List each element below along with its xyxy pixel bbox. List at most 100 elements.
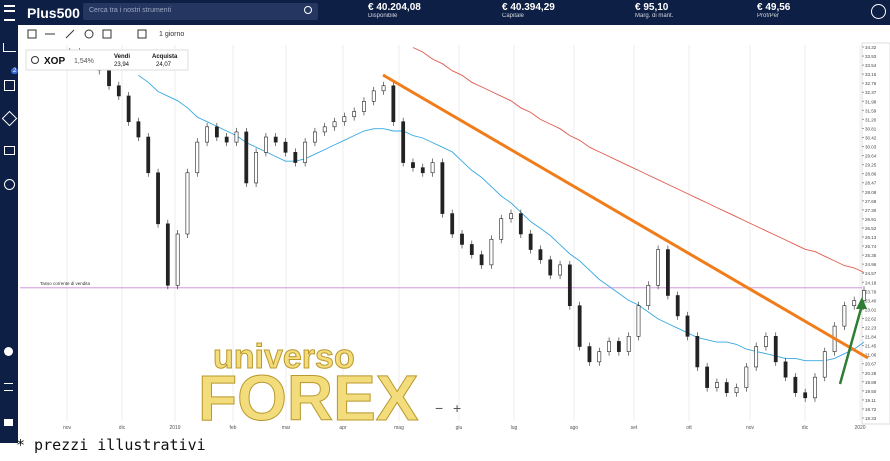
candle: [715, 382, 719, 388]
y-tick-label: 30.81: [865, 126, 877, 131]
change: 1,54%: [74, 58, 94, 65]
candle: [322, 126, 327, 133]
nav-icon[interactable]: [4, 179, 15, 190]
zoom-in[interactable]: +: [453, 400, 461, 416]
x-tick-label: dic: [802, 425, 809, 431]
sell-label[interactable]: Vendi: [114, 54, 130, 60]
arrow: [838, 304, 864, 385]
candle: [185, 172, 190, 235]
interval[interactable]: 1 giorno: [159, 31, 184, 38]
candle: [626, 336, 631, 352]
drawings: [382, 73, 869, 385]
candle: [460, 233, 464, 245]
nav-icon[interactable]: [4, 80, 15, 91]
tool[interactable]: [84, 29, 94, 39]
sell-price[interactable]: 23,94: [114, 62, 130, 68]
candle: [214, 126, 219, 138]
current-rate-label: Tasso corrente di vendita: [40, 281, 91, 286]
candle: [685, 315, 690, 337]
candle: [136, 121, 141, 138]
y-tick-label: 24.18: [865, 280, 877, 285]
candle: [783, 361, 788, 378]
stat-label: Marg. di mant.: [635, 13, 674, 19]
menu[interactable]: [4, 5, 15, 21]
tool[interactable]: [137, 29, 147, 39]
y-tick-label: 18.72: [865, 407, 877, 412]
info-icon[interactable]: [31, 56, 39, 64]
candle: [440, 162, 445, 214]
nav-icon[interactable]: [1, 110, 18, 127]
x-tick-label: nov: [746, 425, 755, 431]
stat-value: € 49,56: [757, 2, 791, 13]
watermark-text: FOREX: [198, 362, 419, 434]
candle: [646, 284, 651, 307]
y-tick-label: 20.67: [865, 362, 877, 367]
y-tick-label: 26.13: [865, 235, 877, 240]
candle: [773, 336, 778, 363]
chat[interactable]: [4, 419, 13, 426]
y-tick-label: 28.86: [865, 172, 877, 177]
zoom-out[interactable]: −: [435, 400, 443, 416]
y-tick-label: 21.84: [865, 335, 877, 340]
x-tick-label: 2019: [169, 425, 180, 431]
x-tick-label: ott: [686, 425, 692, 431]
candle: [744, 366, 749, 388]
candle: [842, 305, 847, 327]
candle: [862, 290, 866, 301]
y-tick-label: 24.96: [865, 262, 877, 267]
nav-chart[interactable]: [3, 43, 16, 52]
candle: [420, 167, 425, 174]
nav-icon[interactable]: [4, 146, 15, 155]
arrowhead: [856, 297, 867, 309]
y-tick-label: 22.23: [865, 326, 877, 331]
x-tick-label: mag: [394, 425, 404, 431]
candle: [175, 233, 180, 286]
tool[interactable]: [102, 29, 112, 39]
search[interactable]: Cerca tra i nostri strumenti: [83, 3, 318, 20]
watermark: universo FOREX: [198, 338, 420, 435]
y-tick-label: 18.33: [865, 416, 877, 421]
y-tick-label: 30.03: [865, 145, 877, 150]
candle: [754, 346, 759, 368]
buy-price[interactable]: 24,07: [156, 62, 172, 68]
candle: [636, 305, 641, 337]
candle: [548, 259, 553, 276]
y-tick-label: 23.01: [865, 307, 877, 312]
y-tick-label: 21.06: [865, 353, 877, 358]
y-tick-label: 22.62: [865, 316, 877, 321]
chart: 1 giorno nov dic 2019 feb mar apr mag giu lug ago…: [20, 29, 890, 435]
x-tick-label: nov: [63, 425, 72, 431]
stat: € 95,10 Marg. di mant.: [635, 2, 673, 19]
candle: [597, 351, 602, 363]
symbol: XOP: [44, 56, 65, 67]
theme-toggle[interactable]: [4, 347, 13, 356]
candle: [587, 346, 592, 363]
candle: [411, 162, 415, 168]
x-tick-label: lug: [511, 425, 518, 431]
candle: [705, 366, 710, 388]
tool[interactable]: [27, 29, 37, 39]
tool[interactable]: [65, 29, 75, 39]
candle: [146, 136, 151, 174]
stat-label: Capitale: [502, 13, 525, 19]
top-bar: Plus500 Cerca tra i nostri strumenti € 4…: [0, 0, 890, 25]
candle: [567, 264, 572, 307]
y-tick-label: 33.54: [865, 63, 877, 68]
y-tick-label: 31.98: [865, 99, 877, 104]
y-tick-label: 27.30: [865, 208, 877, 213]
stat: € 40.394,29 Capitale: [502, 2, 555, 19]
buy-label[interactable]: Acquista: [152, 54, 178, 60]
toolbar: [27, 29, 147, 39]
candle: [264, 136, 268, 153]
stat-label: Disponibile: [368, 13, 398, 19]
y-tick-label: 31.59: [865, 108, 877, 113]
candle: [430, 162, 435, 174]
candle: [293, 152, 298, 163]
info-button[interactable]: [871, 4, 886, 19]
switch[interactable]: [4, 383, 13, 391]
candle: [734, 387, 739, 394]
y-tick-label: 25.74: [865, 244, 877, 249]
y-tick-label: 23.40: [865, 298, 877, 303]
candle: [254, 152, 258, 184]
candle: [244, 131, 249, 184]
